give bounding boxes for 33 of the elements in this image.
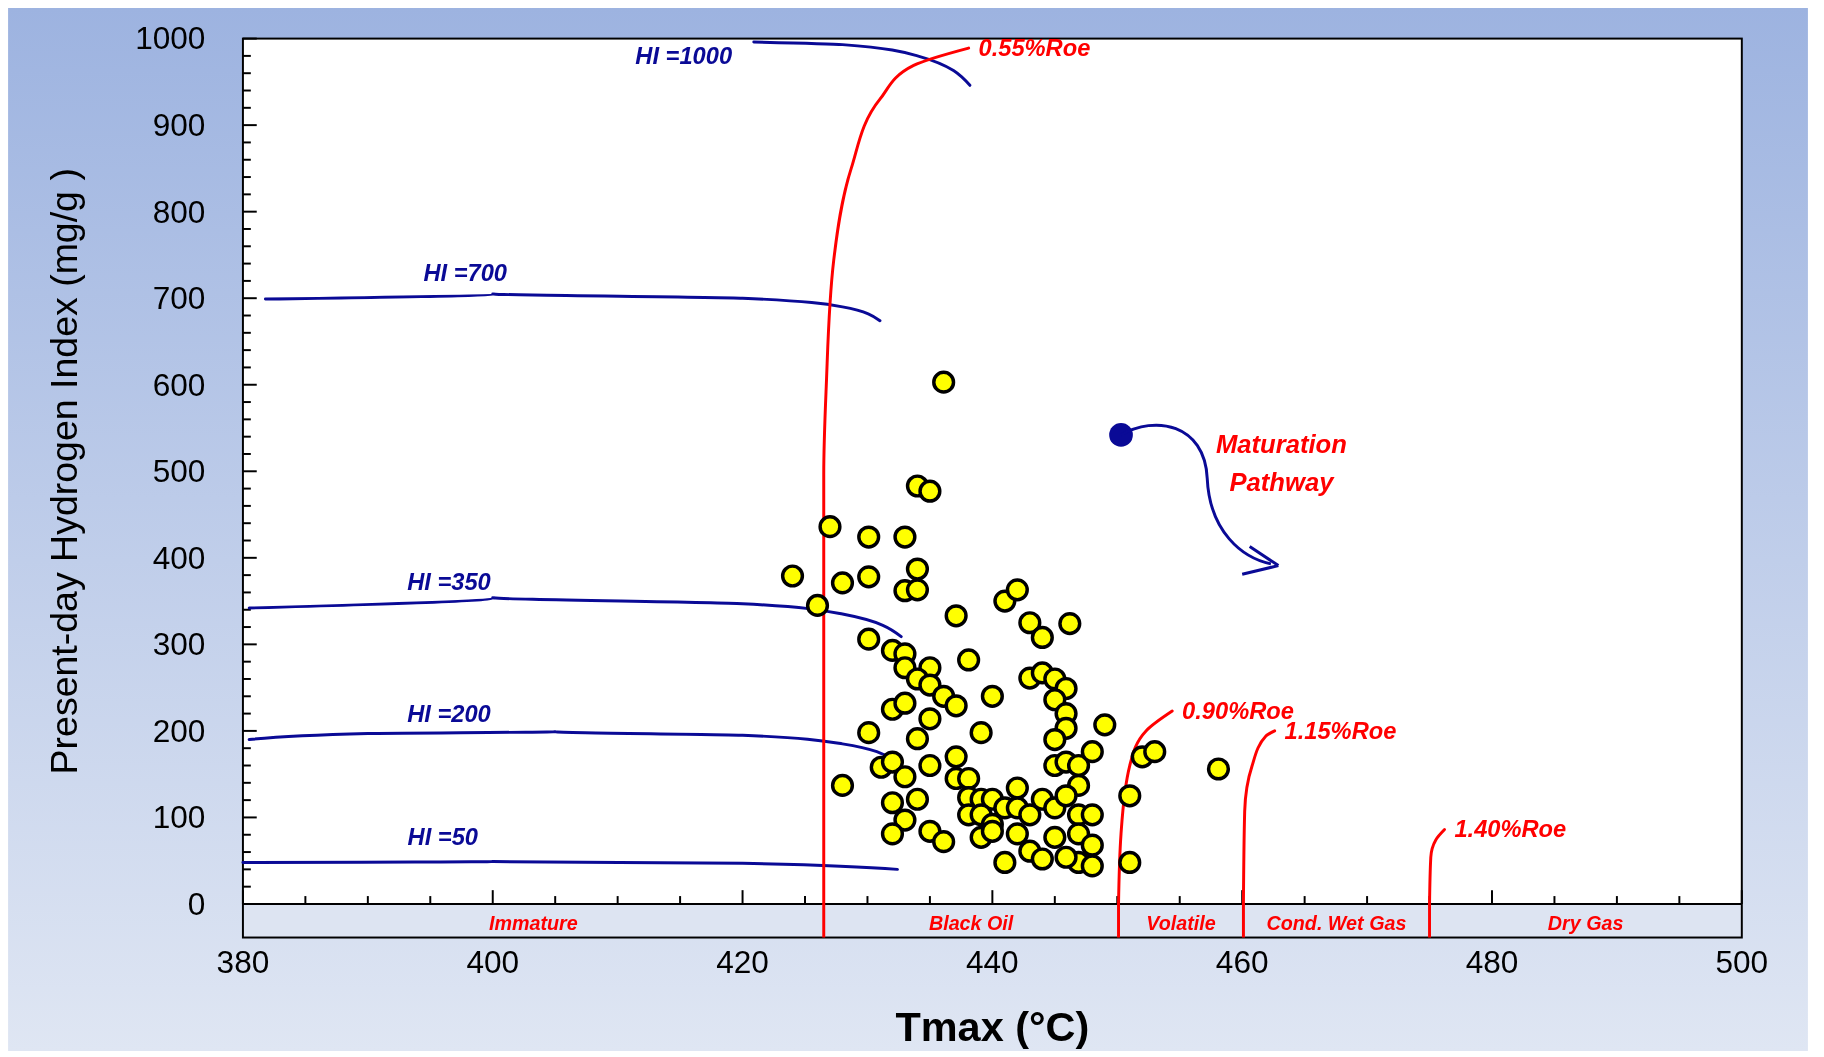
x-tick-label: 440 [966, 944, 1019, 981]
series-label: HI =50 [407, 823, 478, 850]
y-tick-label: 0 [187, 885, 206, 922]
y-tick-label: 600 [152, 366, 206, 403]
text: Dry Gas [1547, 911, 1624, 934]
x-axis-title: Tmax (°C) [895, 1003, 1090, 1051]
y-tick-label: 1000 [135, 20, 206, 57]
annotation: Maturation Pathway [1215, 430, 1347, 496]
series-label: 1.40%Roe [1454, 816, 1567, 843]
x-tick-label: 420 [716, 944, 769, 981]
y-tick-label: 100 [152, 799, 206, 836]
y-tick-label: 900 [152, 106, 206, 143]
series-label: HI =200 [407, 700, 491, 727]
x-tick-label: 460 [1215, 944, 1269, 981]
x-tick-label: 400 [466, 944, 520, 981]
text: Cond. Wet Gas [1266, 911, 1407, 934]
x-tick-label: 480 [1465, 944, 1519, 981]
x-tick-label: 380 [216, 944, 270, 981]
series-label: HI =350 [407, 569, 491, 596]
x-tick-label: 500 [1715, 944, 1769, 981]
text: Volatile [1146, 911, 1216, 934]
series-label: HI =1000 [635, 42, 733, 69]
y-tick-label: 800 [152, 193, 206, 230]
text: Immature [488, 911, 578, 934]
text: Black Oil [928, 911, 1014, 934]
y-tick-label: 700 [152, 280, 206, 317]
y-tick-label: 200 [152, 712, 206, 749]
series-label: 0.55%Roe [978, 35, 1091, 61]
series-label: HI =700 [423, 260, 508, 287]
y-tick-label: 300 [152, 626, 206, 663]
y-tick-label: 500 [152, 453, 206, 490]
y-axis-title: Present-day Hydrogen Index (mg/g ) [43, 168, 86, 775]
y-tick-label: 400 [152, 539, 206, 576]
